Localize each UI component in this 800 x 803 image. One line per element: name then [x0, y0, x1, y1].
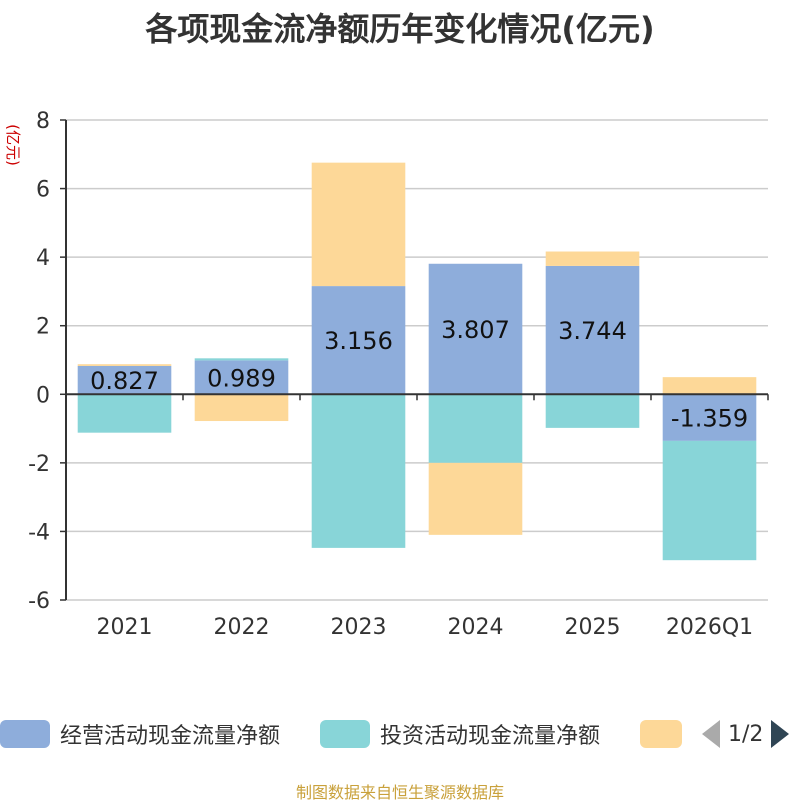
x-tick-label-2026Q1: 2026Q1: [666, 615, 753, 640]
bar-s0-2023[interactable]: [311, 286, 406, 395]
bar-s0-2022[interactable]: [194, 360, 289, 395]
x-tick-label-2025: 2025: [565, 615, 621, 640]
bar-s1-2024[interactable]: [428, 394, 523, 463]
legend-swatch-investing: [320, 720, 370, 748]
data-label-2025: 3.744: [558, 317, 627, 345]
legend-pager: 1/2: [702, 716, 790, 752]
y-tick-label-1: -4: [28, 520, 50, 545]
bar-s0-2021[interactable]: [77, 365, 172, 395]
bar-s0-2026Q1[interactable]: [662, 394, 757, 441]
data-label-2021: 0.827: [90, 367, 159, 395]
x-tick-label-2024: 2024: [448, 615, 504, 640]
legend-label-investing: 投资活动现金流量净额: [380, 724, 601, 749]
chart-title: 各项现金流净额历年变化情况(亿元): [145, 10, 655, 48]
data-label-2022: 0.989: [207, 364, 276, 392]
x-tick-label-2021: 2021: [97, 615, 153, 640]
legend-swatch-operating: [0, 720, 50, 748]
bar-s2-2022[interactable]: [194, 394, 289, 422]
legend-item-financing[interactable]: [640, 716, 692, 752]
y-tick-label-6: 6: [36, 178, 50, 203]
y-tick-label-2: -2: [28, 452, 50, 477]
y-tick-label-0: -6: [28, 589, 50, 614]
legend-swatch-financing: [640, 720, 682, 748]
bar-s0-2025[interactable]: [545, 265, 640, 395]
legend-label-operating: 经营活动现金流量净额: [60, 724, 281, 749]
y-tick-label-5: 4: [36, 246, 50, 271]
bar-s1-2022[interactable]: [194, 358, 289, 361]
y-tick-label-4: 2: [36, 315, 50, 340]
data-label-2023: 3.156: [324, 327, 393, 355]
bar-s2-2023[interactable]: [311, 162, 406, 287]
bar-s1-2023[interactable]: [311, 394, 406, 548]
y-axis-label: (亿元): [4, 124, 22, 166]
bar-s2-2025[interactable]: [545, 251, 640, 266]
bar-s2-2024[interactable]: [428, 462, 523, 535]
next-page-icon[interactable]: [771, 720, 790, 748]
y-tick-label-7: 8: [36, 109, 50, 134]
bar-s1-2026Q1[interactable]: [662, 440, 757, 561]
x-tick-label-2022: 2022: [214, 615, 270, 640]
data-source-note: 制图数据来自恒生聚源数据库: [295, 783, 504, 802]
prev-page-icon[interactable]: [702, 720, 720, 748]
y-tick-label-3: 0: [36, 383, 50, 408]
legend-item-investing[interactable]: 投资活动现金流量净额: [320, 716, 600, 752]
bar-s0-2024[interactable]: [428, 263, 523, 395]
data-label-2024: 3.807: [441, 316, 510, 344]
bar-s1-2021[interactable]: [77, 394, 172, 433]
bar-s2-2026Q1[interactable]: [662, 377, 757, 395]
data-label-2026Q1: -1.359: [671, 405, 748, 433]
legend: 经营活动现金流量净额 投资活动现金流量净额 1/2: [0, 716, 800, 752]
legend-item-operating[interactable]: 经营活动现金流量净额: [0, 716, 280, 752]
x-tick-label-2023: 2023: [331, 615, 387, 640]
bar-s2-2021[interactable]: [77, 364, 172, 366]
bar-s1-2025[interactable]: [545, 394, 640, 428]
legend-page-indicator: 1/2: [728, 721, 764, 747]
